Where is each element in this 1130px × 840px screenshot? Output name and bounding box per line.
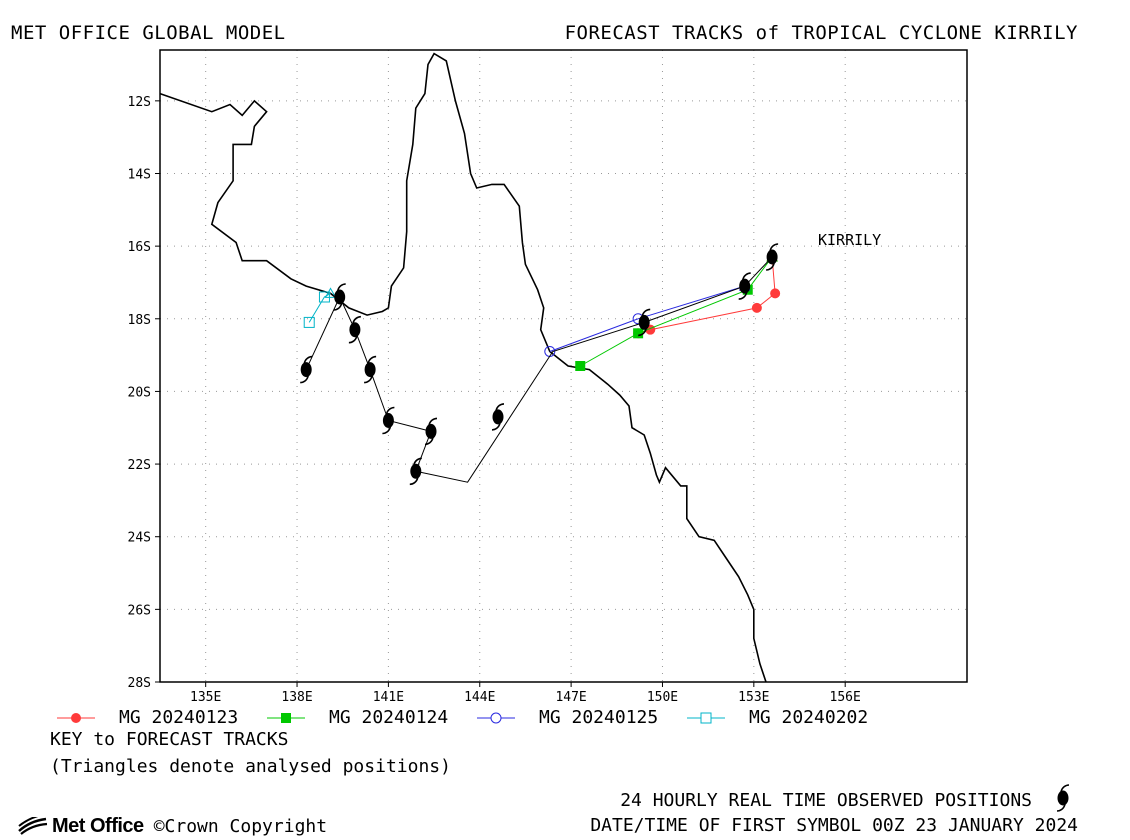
axis-ticks: 12S 14S 16S 18S 20S 22S 24S 26S 28S 135E 138E 141E 1… [128,95,861,705]
cyclone-symbol [409,457,422,486]
cyclone-symbol [491,403,505,431]
legend-label: MG 20240202 [749,707,869,728]
cyclone-symbol [364,355,377,384]
lat-tick-label: 24S [128,531,151,546]
observed-track-line [305,256,773,483]
lon-tick-label: 150E [647,690,678,705]
forecast-track-mg-20240124 [579,256,773,367]
legend-label: MG 20240125 [539,707,659,728]
met-office-swoosh-icon [18,817,48,835]
forecast-track-mg-20240123 [637,256,776,334]
lat-tick-label: 12S [128,95,151,110]
lat-tick-label: 28S [128,676,151,691]
cyclone-symbol [638,308,651,337]
cyclone-symbol [424,417,438,446]
coastline-path [159,52,767,683]
forecast-point [633,328,644,339]
forecast-point [303,316,315,328]
cyclone-symbol [348,315,361,344]
forecast-point [770,288,781,299]
forecast-track-mg-20240125 [549,285,745,352]
lat-tick-label: 18S [128,313,151,328]
tracks [303,251,781,483]
cyclone-symbol [738,272,751,300]
observed-positions-note: 24 HOURLY REAL TIME OBSERVED POSITIONS [620,790,1032,811]
forecast-track-mg-20240202 [308,292,331,323]
chart-title: FORECAST TRACKS of TROPICAL CYCLONE KIRR… [564,22,1078,44]
cyclone-symbol [333,283,346,311]
model-name: MET OFFICE GLOBAL MODEL [11,22,286,44]
observed-symbols [300,243,779,486]
cyclone-symbol [382,406,395,435]
forecast-point [575,361,586,371]
legend-label: MG 20240123 [119,707,239,728]
cyclone-symbol-icon [1056,784,1070,812]
lon-tick-label: 138E [281,690,312,705]
analysed-position-triangle [324,287,337,298]
lon-tick-label: 141E [373,690,404,705]
lon-tick-label: 135E [190,690,221,705]
cyclone-symbol [300,355,313,384]
lon-tick-label: 153E [738,690,769,705]
key-note: (Triangles denote analysed positions) [50,756,451,777]
forecast-point [751,302,762,313]
lat-tick-label: 20S [128,385,151,400]
first-symbol-datetime: DATE/TIME OF FIRST SYMBOL 00Z 23 JANUARY… [590,815,1078,836]
grid-lines [160,50,967,682]
legend-label: MG 20240124 [329,707,449,728]
crown-copyright: ©Crown Copyright [153,815,328,837]
lon-tick-label: 144E [464,690,495,705]
lat-tick-label: 16S [128,240,151,255]
key-title: KEY to FORECAST TRACKS [50,729,289,750]
met-office-logo[interactable]: Met Office ©Crown Copyright [18,814,327,838]
met-office-logo-text: Met Office [52,814,144,837]
coastline [159,52,767,683]
lat-tick-label: 14S [128,167,151,182]
lat-tick-label: 22S [128,458,151,473]
lon-tick-label: 147E [555,690,586,705]
lon-tick-label: 156E [830,690,861,705]
map-frame [159,49,968,683]
lat-tick-label: 26S [128,603,151,618]
storm-name-label: KIRRILY [818,231,881,249]
forecast-point [318,291,330,303]
cyclone-symbol [766,243,779,271]
